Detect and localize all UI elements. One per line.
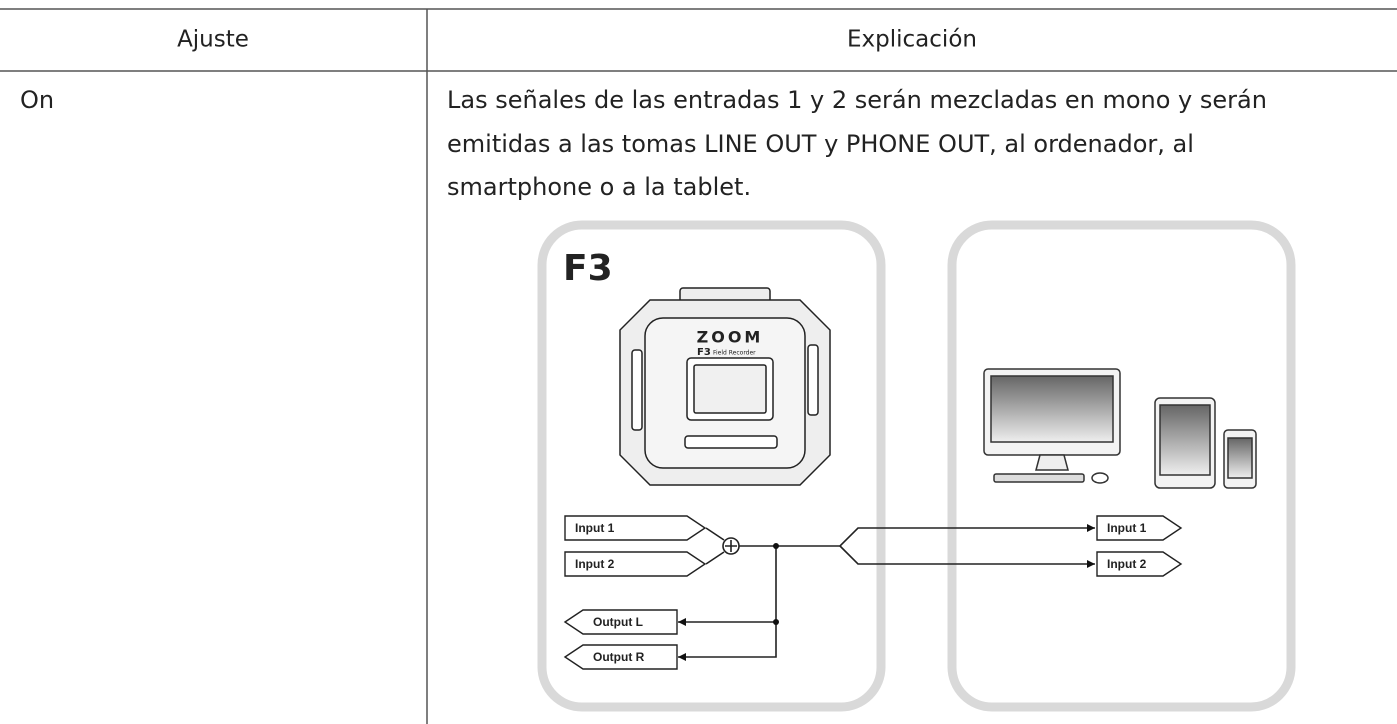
port-shape: [564, 551, 707, 577]
port-label: Input 1: [575, 521, 615, 535]
explanation-line: emitidas a las tomas LINE OUT y PHONE OU…: [447, 130, 1194, 158]
port-label: Output R: [593, 650, 645, 664]
port-shape: [1096, 551, 1183, 577]
explanation-line: Las señales de las entradas 1 y 2 serán …: [447, 86, 1267, 114]
header-cell: Explicación: [847, 27, 977, 53]
port-shape: [564, 515, 707, 541]
explanation-line: smartphone o a la tablet.: [447, 173, 751, 201]
model: F3: [697, 347, 711, 358]
port-label: Input 2: [575, 557, 615, 571]
port-shape: [1096, 515, 1183, 541]
port-label: Input 2: [1107, 557, 1147, 571]
signal-wires: [678, 524, 1095, 661]
header-cell: Ajuste: [177, 27, 249, 53]
port-shape: [563, 644, 678, 670]
port-label: Output L: [593, 615, 643, 629]
port-shape: [563, 609, 678, 635]
device-illustration: [619, 287, 831, 486]
model-sub: Field Recorder: [713, 350, 756, 357]
device-name: F3: [563, 248, 613, 289]
computer-illustration: [983, 368, 1257, 489]
brand: ZOOM: [697, 328, 764, 347]
port-label: Input 1: [1107, 521, 1147, 535]
setting: On: [20, 86, 54, 114]
device-box: [537, 220, 886, 712]
computer-box: [947, 220, 1296, 712]
